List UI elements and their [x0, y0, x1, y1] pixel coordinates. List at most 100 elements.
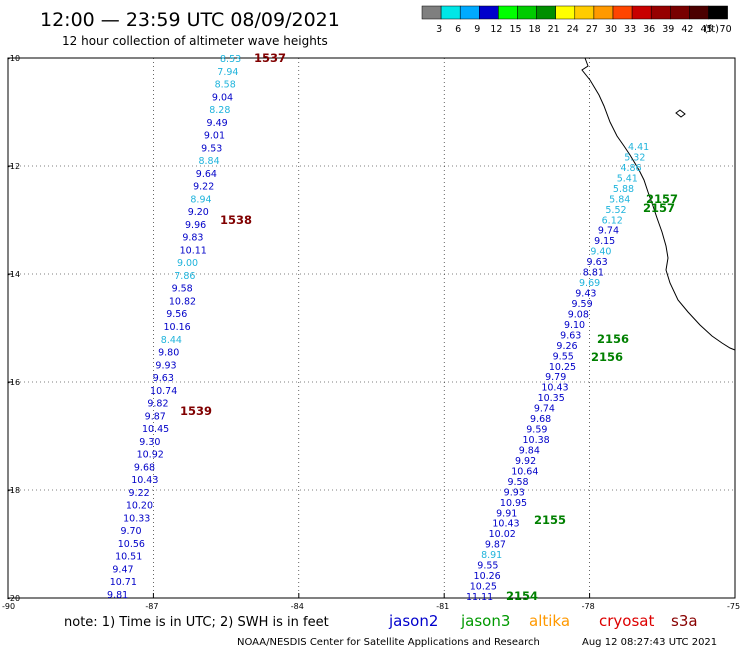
figure-title: 12:00 — 23:59 UTC 08/09/2021	[40, 9, 340, 31]
wave-height-label: 9.01	[204, 131, 225, 142]
legend-cryosat: cryosat	[599, 612, 654, 630]
colorbar-unit: (ft)	[704, 24, 719, 35]
satellite-legend: jason2 jason3 altika cryosat s3a	[388, 612, 698, 630]
wave-height-label: 8.53	[220, 54, 241, 65]
wave-height-label: 9.15	[594, 236, 615, 247]
wave-height-label: 9.82	[147, 399, 168, 410]
wave-height-label: 9.74	[598, 226, 619, 237]
wave-height-label: 5.52	[605, 205, 626, 216]
latitude-tick-label: -10	[7, 54, 20, 63]
wave-height-label: 10.56	[118, 539, 145, 550]
pass-time-label: 2157	[646, 192, 678, 206]
wave-height-label: 11.11	[466, 592, 493, 603]
latitude-labels: -10 -12 -14 -16 -18 -20	[7, 54, 20, 603]
latitude-tick-label: -12	[7, 162, 20, 171]
wave-height-label: 5.84	[609, 194, 630, 205]
wave-height-label: 9.58	[172, 284, 193, 295]
wave-height-label: 8.91	[481, 550, 502, 561]
colorbar-tick-label: 39	[662, 24, 674, 35]
pass-time-label: 1539	[180, 404, 212, 418]
wave-height-label: 10.45	[142, 424, 169, 435]
wave-height-label: 10.11	[180, 245, 207, 256]
wave-height-label: 10.74	[150, 386, 177, 397]
colorbar-swatch	[440, 5, 461, 20]
colorbar-swatch	[459, 5, 480, 20]
wave-height-label: 9.87	[145, 411, 166, 422]
pass-time-label: 2156	[591, 350, 623, 364]
wave-height-label: 9.68	[134, 462, 155, 473]
wave-height-label: 9.59	[526, 425, 547, 436]
wave-height-label: 9.80	[158, 348, 179, 359]
colorbar-tick-label: 6	[455, 24, 461, 35]
wave-height-label: 10.16	[164, 322, 191, 333]
legend-altika: altika	[529, 612, 570, 630]
longitude-tick-label: -81	[436, 602, 449, 611]
colorbar-swatch	[479, 5, 499, 20]
wave-height-label: 9.00	[177, 258, 198, 269]
colorbar-tick-label: 15	[509, 24, 521, 35]
latitude-tick-label: -18	[7, 486, 20, 495]
wave-height-label: 9.40	[590, 247, 611, 258]
wave-height-label: 9.79	[545, 372, 566, 383]
wave-height-label: 8.81	[583, 268, 604, 279]
wave-height-label: 10.35	[538, 393, 565, 404]
wave-height-label: 9.10	[564, 320, 585, 331]
wave-height-label: 9.74	[534, 404, 555, 415]
longitude-tick-label: -90	[2, 602, 15, 611]
wave-height-label: 8.94	[190, 194, 211, 205]
wave-height-label: 7.94	[217, 67, 238, 78]
colorbar-tick-label: 9	[474, 24, 480, 35]
longitude-tick-label: -78	[582, 602, 595, 611]
wave-height-label: 9.92	[515, 456, 536, 467]
wave-height-label: 9.69	[579, 278, 600, 289]
wave-height-label: 9.63	[153, 373, 174, 384]
wave-height-label: 10.25	[470, 582, 497, 593]
wave-height-label: 9.53	[201, 143, 222, 154]
colorbar-tick-label: 12	[490, 24, 502, 35]
wave-height-label: 9.83	[182, 233, 203, 244]
wave-height-label: 9.87	[485, 540, 506, 551]
wave-height-label: 8.44	[161, 335, 182, 346]
wave-height-label: 10.64	[511, 466, 538, 477]
wave-height-label: 9.49	[207, 118, 228, 129]
colorbar-tick-label: 33	[624, 24, 636, 35]
pass-time-label: 2157	[643, 201, 675, 215]
wave-height-label: 9.26	[556, 341, 577, 352]
wave-height-label: 10.95	[500, 498, 527, 509]
wave-height-label: 5.41	[617, 173, 638, 184]
peru-coastline	[581, 57, 736, 351]
wave-height-label: 10.26	[474, 571, 501, 582]
wave-height-label: 9.91	[496, 508, 517, 519]
pass-time-label: 2155	[534, 513, 566, 527]
wave-height-label: 10.43	[131, 475, 158, 486]
latitude-tick-label: -14	[7, 270, 20, 279]
wave-height-label: 9.68	[530, 414, 551, 425]
longitude-labels: -90 -87 -84 -81 -78 -75	[2, 602, 740, 611]
colorbar-tick-label: 70	[720, 24, 732, 35]
wave-height-label: 7.86	[174, 271, 195, 282]
footer-credit: NOAA/NESDIS Center for Satellite Applica…	[237, 637, 540, 648]
wave-height-label: 9.30	[139, 437, 160, 448]
legend-s3a: s3a	[671, 612, 698, 630]
wave-height-label: 9.47	[112, 564, 133, 575]
wave-height-label: 10.25	[549, 362, 576, 373]
colorbar-tick-label: 24	[567, 24, 579, 35]
wave-height-label: 8.84	[198, 156, 219, 167]
colorbar-swatch	[708, 5, 728, 20]
wave-height-label: 9.20	[188, 207, 209, 218]
colorbar-swatch	[498, 5, 518, 20]
wave-height-label: 10.51	[115, 552, 142, 563]
wave-height-label: 9.22	[193, 182, 214, 193]
wave-height-label: 9.84	[519, 445, 540, 456]
wave-height-label: 10.20	[126, 501, 153, 512]
colorbar-tick-label: 3	[436, 24, 442, 35]
colorbar-swatch	[593, 5, 614, 20]
wave-height-label: 10.71	[110, 577, 137, 588]
wave-height-label: 9.08	[568, 309, 589, 320]
colorbar-tick-label: 30	[605, 24, 617, 35]
colorbar-swatch	[555, 5, 576, 20]
wave-height-label: 9.93	[504, 487, 525, 498]
wave-height-label: 9.70	[120, 526, 141, 537]
wave-height-label: 9.58	[507, 477, 528, 488]
